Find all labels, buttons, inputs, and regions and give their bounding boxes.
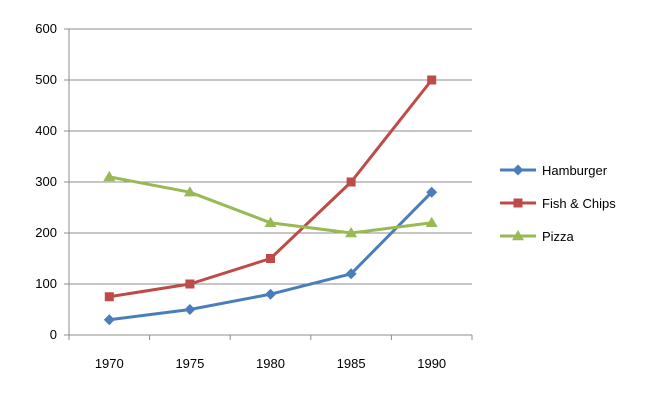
y-axis-ticks: 0 100 200 300 400 500 600: [35, 21, 69, 342]
data-point: [103, 170, 116, 182]
y-tick-label: 300: [35, 174, 57, 189]
data-point: [264, 216, 277, 227]
legend-label: Fish & Chips: [542, 196, 616, 211]
x-tick-label: 1970: [95, 356, 124, 371]
y-tick-label: 500: [35, 72, 57, 87]
data-point: [265, 288, 276, 300]
legend-label: Hamburger: [542, 163, 608, 178]
y-tick-label: 0: [50, 327, 57, 342]
legend-marker: [512, 230, 524, 241]
data-point: [425, 216, 438, 227]
data-point: [185, 279, 195, 289]
data-point: [427, 75, 437, 85]
x-tick-label: 1975: [175, 356, 204, 371]
y-tick-label: 100: [35, 276, 57, 291]
legend-marker: [513, 198, 523, 208]
data-point: [183, 186, 196, 197]
data-point: [104, 292, 114, 302]
data-point: [346, 177, 356, 187]
x-tick-label: 1980: [256, 356, 285, 371]
x-tick-label: 1985: [337, 356, 366, 371]
y-tick-label: 600: [35, 21, 57, 36]
y-tick-label: 200: [35, 225, 57, 240]
series-group: [103, 75, 438, 326]
data-point: [345, 227, 358, 238]
legend-label: Pizza: [542, 229, 575, 244]
data-point: [266, 254, 275, 263]
data-point: [426, 186, 438, 198]
legend-marker: [512, 164, 524, 176]
x-axis-ticks: 1970 1975 1980 1985 1990: [68, 335, 473, 371]
data-point: [184, 304, 196, 315]
legend: Hamburger Fish & Chips Pizza: [500, 163, 616, 244]
data-point: [103, 314, 115, 326]
x-tick-label: 1990: [417, 356, 446, 371]
y-tick-label: 400: [35, 123, 57, 138]
series-line-fish-chips: [109, 79, 433, 299]
gridlines: [69, 28, 472, 285]
data-point: [345, 268, 357, 280]
